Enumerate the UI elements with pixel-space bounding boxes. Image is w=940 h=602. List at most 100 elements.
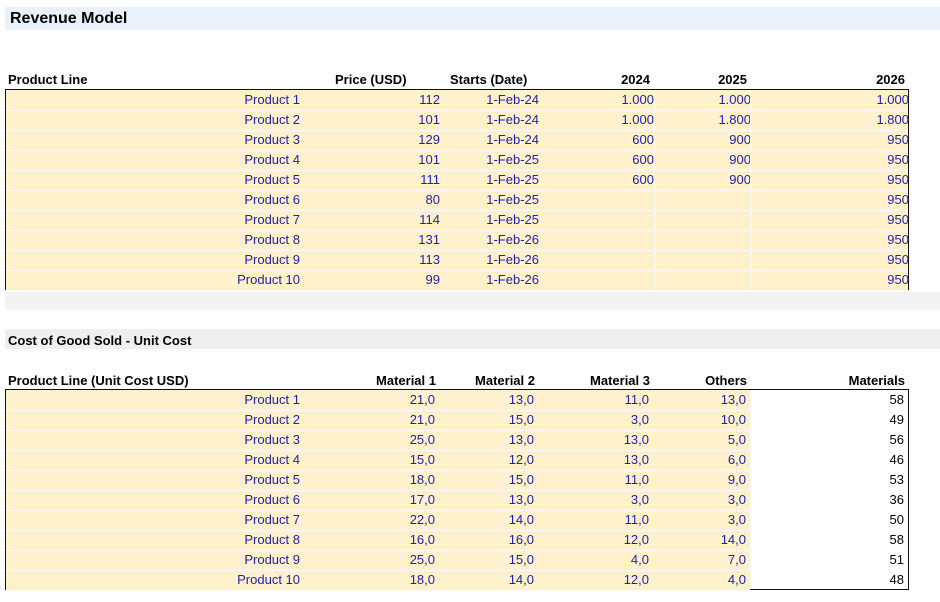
- material-2-cell[interactable]: 12,0: [508, 452, 534, 467]
- year-2025-cell[interactable]: 1.800: [718, 112, 751, 127]
- year-2024-cell[interactable]: 1.000: [621, 112, 654, 127]
- material-3-cell[interactable]: 12,0: [623, 532, 649, 547]
- material-3-cell[interactable]: 11,0: [624, 512, 649, 527]
- others-cell[interactable]: 5,0: [727, 432, 746, 447]
- start-date-cell[interactable]: 1-Feb-25: [486, 152, 539, 167]
- product-cell[interactable]: Product 5: [244, 472, 300, 487]
- year-2026-cell[interactable]: 950: [887, 272, 909, 287]
- header-material-1[interactable]: Material 1: [376, 373, 436, 388]
- material-3-cell[interactable]: 12,0: [623, 572, 649, 587]
- product-cell[interactable]: Product 10: [237, 572, 300, 587]
- materials-total-cell[interactable]: 48: [889, 572, 904, 587]
- header-materials[interactable]: Materials: [848, 373, 905, 388]
- materials-total-cell[interactable]: 36: [889, 492, 904, 507]
- material-3-cell[interactable]: 13,0: [623, 452, 649, 467]
- product-cell[interactable]: Product 6: [244, 492, 300, 507]
- year-2025-cell[interactable]: 900: [729, 132, 751, 147]
- others-cell[interactable]: 3,0: [727, 492, 746, 507]
- material-2-cell[interactable]: 13,0: [508, 392, 534, 407]
- product-cell[interactable]: Product 9: [244, 552, 300, 567]
- material-1-cell[interactable]: 17,0: [409, 492, 435, 507]
- material-3-cell[interactable]: 3,0: [630, 492, 649, 507]
- product-cell[interactable]: Product 8: [244, 532, 300, 547]
- material-2-cell[interactable]: 13,0: [508, 432, 534, 447]
- year-2025-cell[interactable]: [673, 270, 753, 290]
- year-2024-cell[interactable]: [576, 190, 656, 210]
- material-1-cell[interactable]: 25,0: [409, 432, 435, 447]
- year-2026-cell[interactable]: 1.800: [876, 112, 909, 127]
- year-2025-cell[interactable]: [673, 250, 753, 270]
- header-others[interactable]: Others: [705, 373, 747, 388]
- material-3-cell[interactable]: 11,0: [624, 392, 649, 407]
- start-date-cell[interactable]: 1-Feb-24: [486, 132, 539, 147]
- year-2025-cell[interactable]: [673, 230, 753, 250]
- materials-total-cell[interactable]: 49: [889, 412, 904, 427]
- year-2026-cell[interactable]: 950: [887, 172, 909, 187]
- year-2024-cell[interactable]: 1.000: [621, 92, 654, 107]
- price-cell[interactable]: 101: [418, 152, 440, 167]
- others-cell[interactable]: 4,0: [727, 572, 746, 587]
- year-2024-cell[interactable]: 600: [632, 152, 654, 167]
- header-product-line-unit-cost[interactable]: Product Line (Unit Cost USD): [8, 373, 189, 388]
- header-material-2[interactable]: Material 2: [475, 373, 535, 388]
- start-date-cell[interactable]: 1-Feb-26: [486, 272, 539, 287]
- product-cell[interactable]: Product 8: [244, 232, 300, 247]
- year-2026-cell[interactable]: 950: [887, 132, 909, 147]
- price-cell[interactable]: 101: [418, 112, 440, 127]
- product-cell[interactable]: Product 1: [244, 92, 300, 107]
- year-2024-cell[interactable]: [576, 250, 656, 270]
- material-3-cell[interactable]: 11,0: [624, 472, 649, 487]
- product-cell[interactable]: Product 6: [244, 192, 300, 207]
- header-starts[interactable]: Starts (Date): [450, 72, 528, 87]
- start-date-cell[interactable]: 1-Feb-25: [486, 192, 539, 207]
- product-cell[interactable]: Product 7: [244, 512, 300, 527]
- price-cell[interactable]: 80: [425, 192, 440, 207]
- start-date-cell[interactable]: 1-Feb-25: [486, 212, 539, 227]
- price-cell[interactable]: 111: [420, 172, 440, 187]
- product-cell[interactable]: Product 3: [244, 132, 300, 147]
- year-2025-cell[interactable]: 900: [729, 172, 751, 187]
- year-2026-cell[interactable]: 950: [887, 252, 909, 267]
- others-cell[interactable]: 10,0: [720, 412, 746, 427]
- materials-total-cell[interactable]: 46: [889, 452, 904, 467]
- year-2026-cell[interactable]: 950: [887, 192, 909, 207]
- others-cell[interactable]: 13,0: [720, 392, 746, 407]
- header-2025[interactable]: 2025: [718, 72, 747, 87]
- year-2024-cell[interactable]: 600: [632, 172, 654, 187]
- year-2024-cell[interactable]: [576, 210, 656, 230]
- material-1-cell[interactable]: 21,0: [409, 412, 435, 427]
- materials-total-cell[interactable]: 56: [889, 432, 904, 447]
- product-cell[interactable]: Product 9: [244, 252, 300, 267]
- header-material-3[interactable]: Material 3: [590, 373, 650, 388]
- product-cell[interactable]: Product 4: [244, 452, 300, 467]
- material-2-cell[interactable]: 14,0: [508, 512, 534, 527]
- year-2025-cell[interactable]: [673, 210, 753, 230]
- material-2-cell[interactable]: 15,0: [508, 472, 534, 487]
- price-cell[interactable]: 112: [419, 92, 440, 107]
- price-cell[interactable]: 131: [418, 232, 440, 247]
- header-product-line[interactable]: Product Line: [8, 72, 88, 87]
- product-cell[interactable]: Product 3: [244, 432, 300, 447]
- others-cell[interactable]: 3,0: [727, 512, 746, 527]
- start-date-cell[interactable]: 1-Feb-24: [486, 92, 539, 107]
- year-2026-cell[interactable]: 1.000: [876, 92, 909, 107]
- year-2024-cell[interactable]: [576, 230, 656, 250]
- year-2024-cell[interactable]: [576, 270, 656, 290]
- year-2026-cell[interactable]: 950: [887, 152, 909, 167]
- header-2024[interactable]: 2024: [621, 72, 650, 87]
- material-1-cell[interactable]: 21,0: [409, 392, 435, 407]
- material-3-cell[interactable]: 3,0: [630, 412, 649, 427]
- material-1-cell[interactable]: 18,0: [409, 572, 435, 587]
- year-2025-cell[interactable]: 900: [729, 152, 751, 167]
- start-date-cell[interactable]: 1-Feb-25: [486, 172, 539, 187]
- product-cell[interactable]: Product 2: [244, 412, 300, 427]
- material-3-cell[interactable]: 13,0: [623, 432, 649, 447]
- material-1-cell[interactable]: 25,0: [409, 552, 435, 567]
- year-2026-cell[interactable]: 950: [887, 232, 909, 247]
- material-1-cell[interactable]: 18,0: [409, 472, 435, 487]
- year-2024-cell[interactable]: 600: [632, 132, 654, 147]
- header-2026[interactable]: 2026: [876, 72, 905, 87]
- others-cell[interactable]: 14,0: [720, 532, 746, 547]
- product-cell[interactable]: Product 10: [237, 272, 300, 287]
- materials-total-cell[interactable]: 51: [889, 552, 904, 567]
